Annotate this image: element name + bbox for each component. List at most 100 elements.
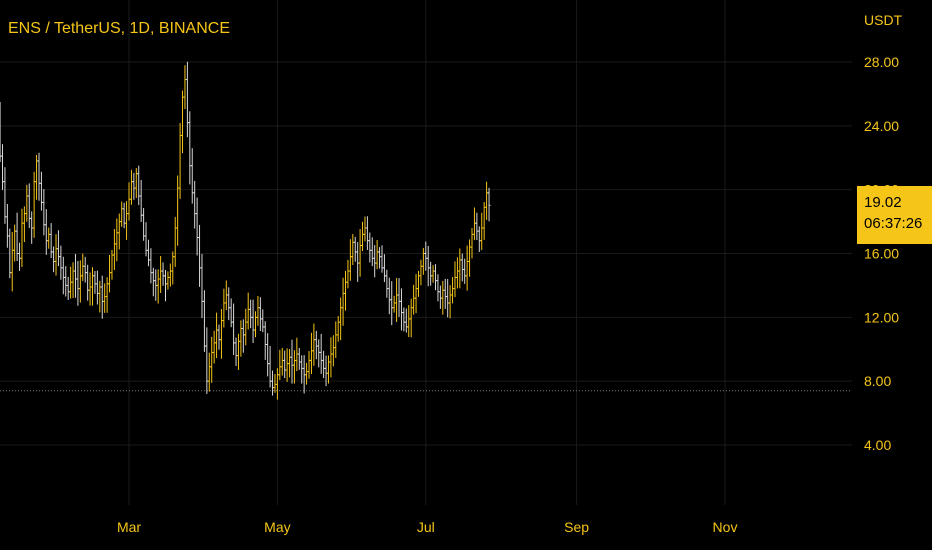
ohlc-bar (47, 227, 51, 249)
ohlc-bar (336, 316, 340, 342)
ohlc-bar (52, 246, 56, 273)
x-tick-label: Mar (117, 519, 141, 535)
ohlc-bar (159, 255, 163, 294)
ohlc-bar (314, 330, 318, 360)
ohlc-bar (86, 264, 90, 301)
ohlc-bar (399, 288, 403, 331)
ohlc-bar (127, 182, 131, 221)
ohlc-bar (455, 257, 459, 289)
ohlc-bar (20, 208, 24, 268)
ohlc-bar (416, 270, 420, 297)
ohlc-bar (76, 260, 80, 306)
ohlc-bar (168, 263, 172, 287)
ohlc-bar (166, 271, 170, 290)
ohlc-bar (205, 327, 209, 394)
ohlc-bar (375, 240, 379, 270)
ohlc-bar (59, 245, 63, 280)
ohlc-bar (348, 239, 352, 281)
ohlc-bar (215, 312, 219, 359)
ohlc-bar (487, 187, 491, 222)
ohlc-bar (451, 277, 455, 304)
ohlc-bar (326, 355, 330, 384)
ohlc-bar (351, 233, 355, 265)
ohlc-bar (37, 152, 41, 201)
ohlc-bar (91, 267, 95, 306)
ohlc-bar (412, 284, 416, 315)
ohlc-bar (331, 335, 335, 367)
ohlc-bar (219, 309, 223, 359)
y-tick-label: 24.00 (864, 118, 899, 134)
ohlc-bar (480, 212, 484, 251)
ohlc-bar (64, 266, 68, 297)
ohlc-bar (244, 308, 248, 346)
ohlc-bar (93, 270, 97, 294)
ohlc-bar (217, 324, 221, 350)
ohlc-bar (385, 269, 389, 298)
ohlc-bar (249, 299, 253, 329)
ohlc-bar (110, 249, 114, 280)
ohlc-bar (460, 253, 464, 282)
ohlc-bar (370, 237, 374, 267)
axis-unit: USDT (864, 12, 903, 28)
ohlc-bar (409, 298, 413, 338)
ohlc-bar (263, 321, 267, 360)
ohlc-bar (5, 203, 9, 248)
ohlc-bar (283, 350, 287, 379)
ohlc-bar (144, 222, 148, 257)
ohlc-bar (49, 223, 53, 258)
x-tick-label: Jul (417, 519, 435, 535)
ohlc-bar (190, 148, 194, 204)
x-tick-label: May (264, 519, 290, 535)
ohlc-bar (307, 351, 311, 379)
ohlc-bar (81, 253, 85, 281)
y-tick-label: 12.00 (864, 309, 899, 325)
ohlc-bars (0, 61, 491, 400)
ohlc-bar (137, 165, 141, 206)
ohlc-bar (421, 247, 425, 275)
ohlc-bar (261, 309, 265, 333)
ohlc-bar (115, 218, 119, 262)
ohlc-bar (361, 221, 365, 252)
ohlc-bar (312, 323, 316, 366)
ohlc-bar (18, 242, 22, 271)
ohlc-bar (188, 111, 192, 185)
ohlc-bar (448, 285, 452, 319)
ohlc-bar (258, 297, 262, 332)
ohlc-bar (285, 348, 289, 382)
ohlc-bar (390, 281, 394, 326)
ohlc-bar (288, 349, 292, 378)
ohlc-bar (176, 175, 180, 246)
ohlc-bar (229, 298, 233, 328)
ohlc-bar (207, 352, 211, 392)
ohlc-bar (395, 278, 399, 323)
ohlc-bar (0, 102, 2, 163)
ohlc-bar (222, 288, 226, 328)
last-price-tag: 19.02 06:37:26 (857, 186, 932, 244)
ohlc-bar (300, 355, 304, 384)
ohlc-bar (73, 253, 77, 298)
ohlc-bar (3, 167, 7, 224)
ohlc-bar (475, 212, 479, 241)
x-axis: Mar May Jul Sep Nov (117, 519, 738, 535)
ohlc-bar (397, 278, 401, 317)
ohlc-bar (181, 90, 185, 154)
ohlc-bar (402, 307, 406, 332)
y-tick-label: 16.00 (864, 246, 899, 262)
ohlc-bar (297, 348, 301, 370)
ohlc-bar (42, 188, 46, 236)
ohlc-bar (129, 169, 133, 205)
x-tick-label: Sep (564, 519, 589, 535)
ohlc-bar (378, 247, 382, 269)
ohlc-bar (309, 332, 313, 375)
ohlc-bar (363, 216, 367, 242)
ohlc-bar (239, 320, 243, 357)
ohlc-bar (117, 213, 121, 250)
ohlc-bar (443, 278, 447, 309)
ohlc-bar (71, 262, 75, 299)
ohlc-bar (251, 299, 255, 344)
ohlc-bar (112, 228, 116, 270)
ohlc-bar (163, 269, 167, 302)
ohlc-bar (22, 206, 26, 243)
ohlc-bar (271, 370, 275, 396)
